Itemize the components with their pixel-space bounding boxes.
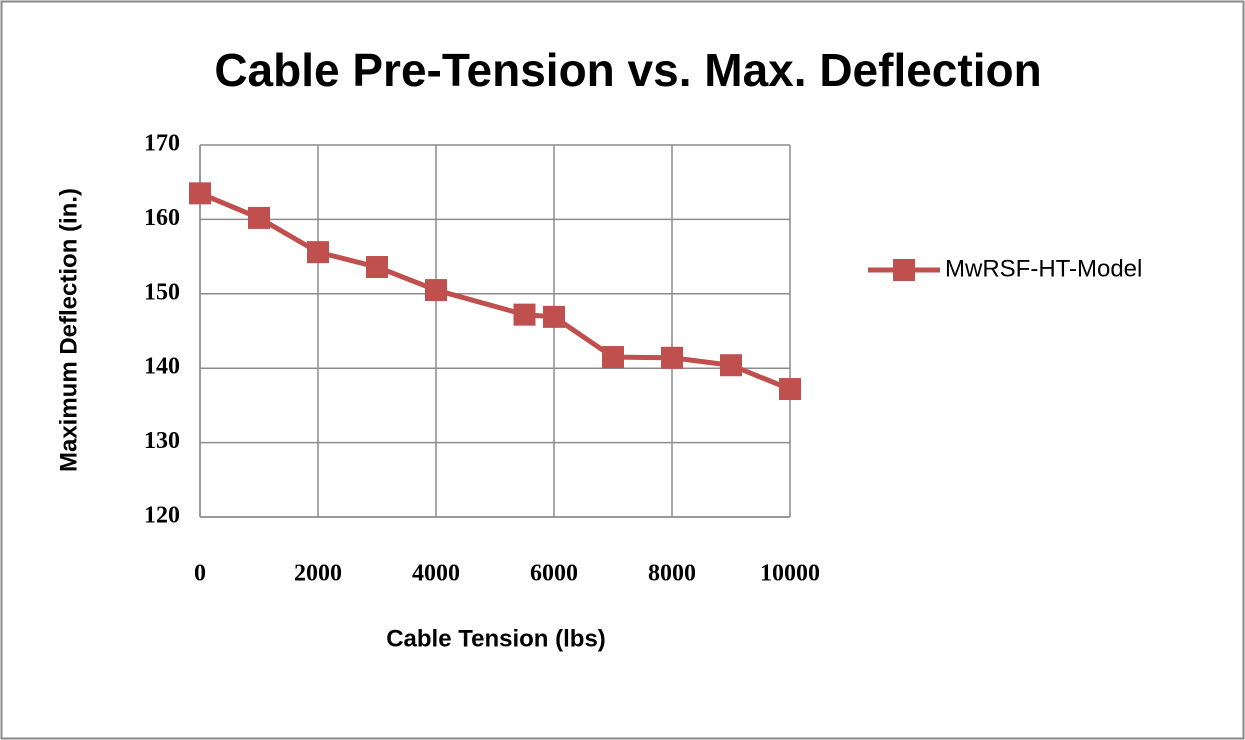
y-tick-label: 160 [144, 205, 180, 231]
y-axis-label: Maximum Deflection (in.) [55, 188, 82, 472]
data-marker [779, 378, 801, 401]
data-marker [513, 303, 536, 326]
legend-label: MwRSF-HT-Model [945, 255, 1142, 282]
x-tick-label: 4000 [412, 561, 460, 587]
data-marker [602, 346, 624, 369]
x-tick-label: 6000 [530, 561, 578, 587]
data-marker [307, 241, 329, 264]
data-marker [248, 206, 270, 229]
data-marker [543, 305, 565, 328]
data-marker [661, 346, 683, 369]
y-tick-label: 150 [144, 279, 180, 305]
y-tick-label: 140 [144, 354, 180, 380]
data-marker [189, 182, 211, 205]
y-tick-label: 120 [144, 503, 180, 529]
data-marker [366, 256, 388, 279]
x-tick-label: 10000 [760, 561, 820, 587]
x-tick-label: 0 [194, 561, 206, 587]
y-tick-label: 130 [144, 428, 180, 454]
x-axis-label: Cable Tension (lbs) [386, 625, 606, 652]
x-tick-label: 2000 [294, 561, 342, 587]
y-tick-label: 170 [144, 131, 180, 157]
chart-title: Cable Pre-Tension vs. Max. Deflection [214, 44, 1041, 96]
legend-marker [893, 259, 915, 281]
data-marker [720, 354, 742, 377]
data-marker [425, 279, 447, 302]
x-tick-label: 8000 [648, 561, 696, 587]
